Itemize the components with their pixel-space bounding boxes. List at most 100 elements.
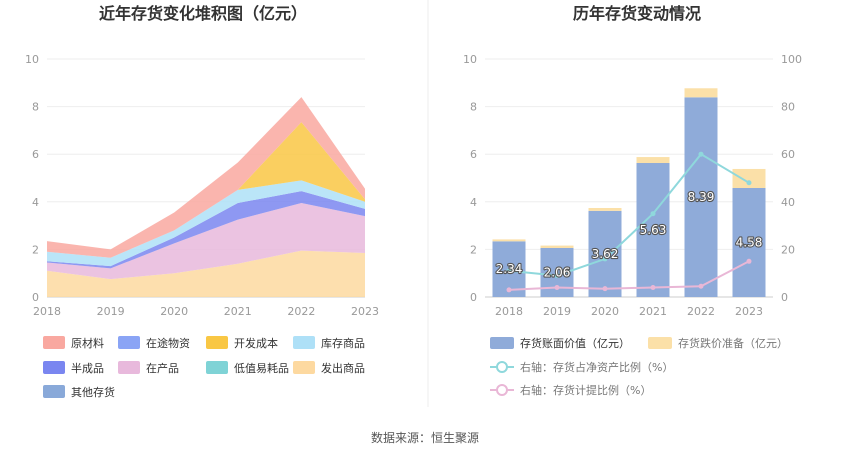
legend-swatch (293, 361, 315, 374)
left-chart-y-ticks: 0 2 4 6 8 10 (25, 53, 39, 304)
left-x-tick-label: 2020 (160, 305, 188, 318)
right-y2-tick-label: 0 (781, 291, 788, 304)
left-x-tick-label: 2018 (33, 305, 61, 318)
bar-impairment[interactable] (732, 168, 766, 188)
bar-impairment[interactable] (636, 157, 670, 164)
legend-swatch (206, 361, 228, 374)
area-series-3[interactable] (47, 180, 365, 267)
legend-label-book-value: 存货账面价值（亿元） (520, 336, 630, 350)
left-x-tick-label: 2022 (287, 305, 315, 318)
right-chart-bar-labels: 2.34 2.06 3.62 5.63 8.39 4.58 (495, 189, 764, 281)
legend-marker-provision (496, 384, 508, 396)
legend-item-0[interactable]: 原材料 (43, 336, 104, 350)
line-point[interactable] (650, 284, 656, 290)
left-x-tick-label: 2021 (224, 305, 252, 318)
right-y2-tick-label: 60 (781, 148, 795, 161)
data-source: 数据来源：恒生聚源 (371, 430, 479, 445)
legend-item-2[interactable]: 开发成本 (206, 336, 278, 350)
right-chart-grid (485, 58, 773, 298)
bar-book-value[interactable] (732, 187, 766, 297)
line-point[interactable] (602, 256, 608, 262)
line-point[interactable] (506, 287, 512, 293)
legend-item-1[interactable]: 在途物资 (118, 336, 190, 350)
right-y-tick-label: 6 (470, 148, 477, 161)
left-y-tick-label: 2 (32, 243, 39, 256)
line-point[interactable] (698, 151, 704, 157)
bar-book-value[interactable] (636, 163, 670, 297)
bar-impairment[interactable] (588, 207, 622, 211)
left-chart-x-ticks: 2018 2019 2020 2021 2022 2023 (33, 305, 379, 318)
right-y-tick-label: 2 (470, 243, 477, 256)
right-y-tick-label: 8 (470, 101, 477, 114)
bar-impairment[interactable] (492, 239, 526, 242)
right-x-tick-label: 2023 (735, 305, 763, 318)
legend-label: 低值易耗品 (234, 362, 289, 375)
line-point[interactable] (650, 211, 656, 217)
legend-swatch (43, 336, 65, 349)
line-point[interactable] (602, 286, 608, 292)
right-chart-title: 历年存货变动情况 (573, 4, 701, 23)
right-y-tick-label: 10 (463, 53, 477, 66)
bar-book-value[interactable] (588, 210, 622, 297)
legend-swatch (118, 336, 140, 349)
legend-item-book-value[interactable]: 存货账面价值（亿元） (490, 336, 630, 350)
area-series-4[interactable] (47, 122, 365, 258)
legend-item-4[interactable]: 半成品 (43, 361, 104, 375)
line-series-1[interactable] (508, 260, 750, 291)
line-point[interactable] (746, 180, 752, 186)
legend-item-impairment[interactable]: 存货跌价准备（亿元） (648, 336, 788, 350)
right-y-tick-label: 4 (470, 196, 477, 209)
line-point[interactable] (554, 284, 560, 290)
legend-item-7[interactable]: 发出商品 (293, 361, 365, 375)
area-series-0[interactable] (47, 250, 365, 297)
bar-data-label: 5.63 (640, 223, 667, 237)
line-point[interactable] (506, 268, 512, 274)
right-y2-tick-label: 20 (781, 243, 795, 256)
legend-swatch-impairment (648, 337, 672, 349)
legend-label: 半成品 (71, 361, 104, 375)
legend-label: 开发成本 (234, 336, 278, 350)
right-x-tick-label: 2022 (687, 305, 715, 318)
right-chart-lines (506, 151, 752, 293)
bar-impairment[interactable] (540, 245, 574, 248)
legend-item-6[interactable]: 低值易耗品 (206, 361, 289, 375)
legend-swatch-book-value (490, 337, 514, 349)
line-series-0[interactable] (508, 152, 750, 277)
legend-item-8[interactable]: 其他存货 (43, 385, 115, 399)
right-x-tick-label: 2019 (543, 305, 571, 318)
left-y-tick-label: 6 (32, 148, 39, 161)
legend-item-5[interactable]: 在产品 (118, 361, 179, 375)
bar-data-label: 3.62 (592, 247, 619, 261)
legend-label: 在途物资 (146, 336, 190, 350)
area-series-5[interactable] (47, 97, 365, 258)
left-y-tick-label: 4 (32, 196, 39, 209)
right-y2-tick-label: 80 (781, 101, 795, 114)
left-chart-areas (47, 97, 365, 297)
right-chart-y2-ticks: 0 20 40 60 80 100 (781, 53, 802, 304)
right-y2-tick-label: 40 (781, 196, 795, 209)
right-y-tick-label: 0 (470, 291, 477, 304)
legend-label: 发出商品 (321, 361, 365, 375)
legend-swatch (206, 336, 228, 349)
legend-item-ratio-line[interactable]: 右轴：存货占净资产比例（%） (490, 360, 673, 374)
left-y-tick-label: 0 (32, 291, 39, 304)
legend-marker-ratio (496, 361, 508, 373)
legend-item-provision-line[interactable]: 右轴：存货计提比例（%） (490, 383, 651, 397)
legend-swatch (43, 361, 65, 374)
line-point[interactable] (746, 258, 752, 264)
area-series-1[interactable] (47, 203, 365, 280)
bar-data-label: 2.06 (544, 265, 571, 279)
bar-impairment[interactable] (684, 88, 718, 98)
legend-swatch (43, 385, 65, 398)
line-point[interactable] (554, 273, 560, 279)
line-point[interactable] (698, 283, 704, 289)
legend-item-3[interactable]: 库存商品 (293, 336, 365, 350)
legend-swatch (118, 361, 140, 374)
right-chart-y-ticks: 0 2 4 6 8 10 (463, 53, 477, 304)
area-series-2[interactable] (47, 191, 365, 269)
bar-book-value[interactable] (684, 97, 718, 298)
legend-label-provision: 右轴：存货计提比例（%） (520, 383, 651, 397)
legend-label: 其他存货 (71, 385, 115, 399)
